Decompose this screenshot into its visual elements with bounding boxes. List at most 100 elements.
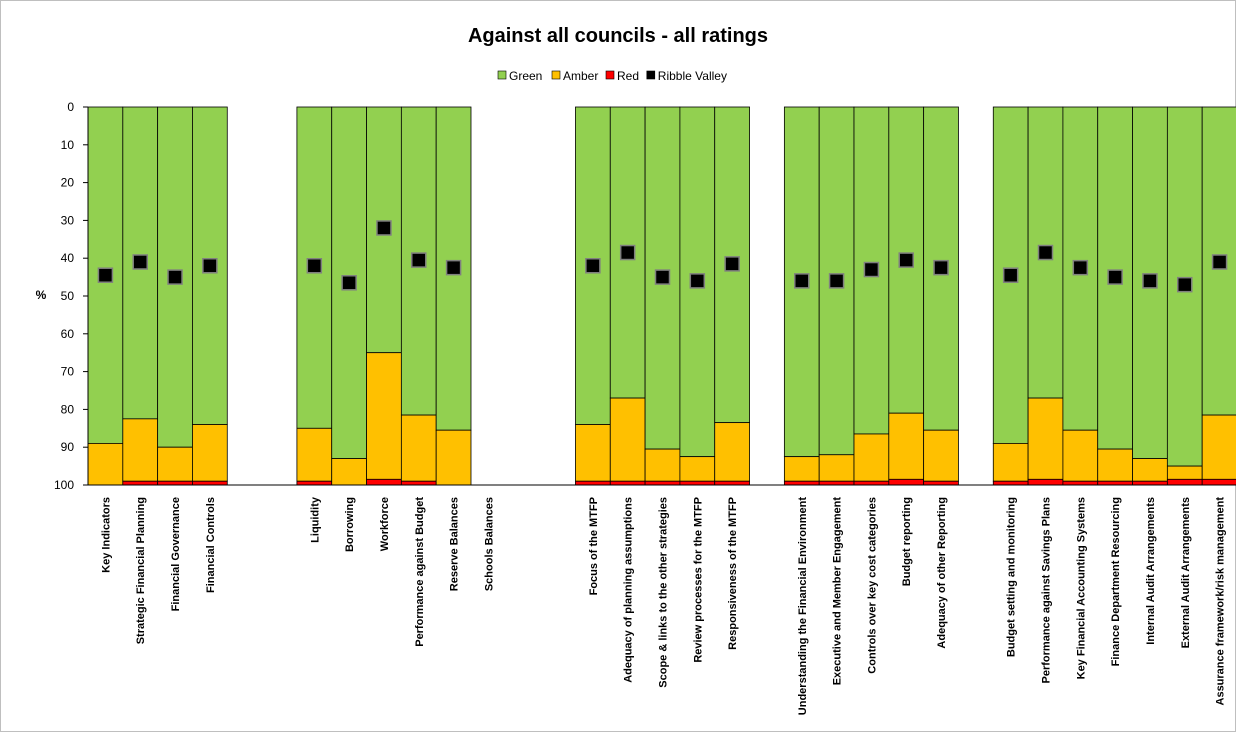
bar-red <box>888 478 925 486</box>
bar-amber <box>435 429 472 486</box>
bar-amber <box>888 412 925 480</box>
y-tick-label: 50 <box>61 289 75 303</box>
bar-red <box>679 480 716 486</box>
bar-amber <box>1027 397 1064 480</box>
category-label: Finance Department Resourcing <box>1110 497 1122 666</box>
y-tick-label: 80 <box>61 402 75 416</box>
ribble-valley-marker <box>132 254 148 270</box>
bar-amber <box>1097 448 1133 482</box>
ribble-valley-marker <box>411 252 427 268</box>
category-label: Adequacy of planning assumptions <box>623 497 635 683</box>
legend-swatch-red <box>605 70 615 80</box>
ribble-valley-marker <box>1037 244 1054 261</box>
bar-red <box>157 480 193 486</box>
chart-title: Against all councils - all ratings <box>468 25 768 47</box>
category-label: Executive and Member Engagement <box>832 497 844 686</box>
category-label: Assurance framework/risk management <box>1215 497 1227 706</box>
ribble-valley-marker <box>202 258 218 274</box>
category-label: Schools Balances <box>483 497 495 591</box>
legend-label: Amber <box>563 69 598 83</box>
bar-green <box>1097 106 1133 450</box>
category-label: Internal Audit Arrangements <box>1145 497 1157 645</box>
y-tick-label: 30 <box>61 213 75 227</box>
category-label: Financial Governance <box>170 497 182 611</box>
bar-green <box>366 106 402 354</box>
bar-amber <box>609 397 646 482</box>
bar-amber <box>296 427 333 482</box>
ribble-valley-marker <box>863 261 880 278</box>
bar-amber <box>331 458 367 486</box>
category-label: Performance against Savings Plans <box>1041 497 1053 683</box>
category-label: Responsiveness of the MTFP <box>727 497 739 650</box>
bar-amber <box>1166 465 1203 480</box>
bar-amber <box>853 433 890 482</box>
category-label: Key Financial Accounting Systems <box>1075 497 1087 679</box>
y-tick-label: 90 <box>61 440 75 454</box>
ribble-valley-marker <box>1177 276 1193 293</box>
bar-red <box>1097 480 1133 486</box>
category-label: External Audit Arrangements <box>1180 497 1192 648</box>
marker-layer <box>97 220 1228 293</box>
bar-red <box>122 480 159 486</box>
ribble-valley-marker <box>933 259 949 276</box>
category-label: Review processes for the MTFP <box>692 497 704 663</box>
ribble-valley-marker <box>1211 254 1228 270</box>
legend-swatch-green <box>497 70 507 80</box>
ribble-valley-marker <box>1002 267 1019 283</box>
ribble-valley-marker <box>1107 269 1123 285</box>
bar-amber <box>157 446 193 482</box>
legend-swatch-amber <box>551 70 561 80</box>
bar-red <box>609 480 646 486</box>
bar-red <box>923 480 959 486</box>
bar-red <box>1201 478 1236 486</box>
category-label: Focus of the MTFP <box>588 497 600 595</box>
ribble-valley-marker <box>1142 273 1158 289</box>
category-label: Workforce <box>379 497 391 551</box>
bar-red <box>1166 478 1203 486</box>
bar-amber <box>575 424 611 482</box>
category-label: Budget reporting <box>901 497 913 586</box>
legend: Green Amber Red Ribble Valley <box>497 69 727 83</box>
category-label: Controls over key cost categories <box>866 497 878 674</box>
x-axis-labels: Key Indicators Strategic Financial Planni… <box>100 496 1226 715</box>
y-axis-ticks: 0 10 20 30 40 50 60 70 80 90 100 <box>54 100 88 492</box>
category-label: Budget setting and monitoring <box>1006 497 1018 657</box>
ribble-valley-marker <box>1072 259 1089 276</box>
bar-amber <box>400 414 437 482</box>
y-tick-label: 10 <box>61 138 75 152</box>
y-tick-label: 40 <box>61 251 75 265</box>
bar-red <box>644 480 681 486</box>
bar-red <box>714 480 750 486</box>
ribble-valley-marker <box>898 252 914 268</box>
ribble-valley-marker <box>619 244 636 261</box>
category-label: Scope & links to the other strategies <box>658 497 670 688</box>
y-axis-label: % <box>36 288 47 302</box>
bar-amber <box>122 418 159 482</box>
ribble-valley-marker <box>724 256 740 272</box>
legend-swatch-ribble-valley <box>646 70 656 80</box>
bar-red <box>575 480 611 486</box>
bar-amber <box>192 424 228 482</box>
ribble-valley-marker <box>306 258 323 274</box>
category-label: Performance against Budget <box>414 497 426 647</box>
ribble-valley-marker <box>654 269 671 285</box>
legend-label: Red <box>617 69 639 83</box>
bar-amber <box>714 422 750 482</box>
category-label: Understanding the Financial Environment <box>797 497 809 716</box>
bar-red <box>296 480 333 486</box>
bar-amber <box>87 443 124 486</box>
ribble-valley-marker <box>376 220 392 236</box>
bar-amber <box>679 456 716 482</box>
ribble-valley-marker <box>794 273 810 289</box>
category-label: Strategic Financial Planning <box>135 497 147 644</box>
bar-layer <box>87 106 1236 486</box>
bar-red <box>400 480 437 486</box>
bar-red <box>783 480 820 486</box>
bar-amber <box>818 454 855 482</box>
bar-amber <box>1201 414 1236 480</box>
bar-amber <box>366 352 402 480</box>
bar-amber <box>923 429 959 482</box>
ribble-valley-marker <box>97 267 114 283</box>
